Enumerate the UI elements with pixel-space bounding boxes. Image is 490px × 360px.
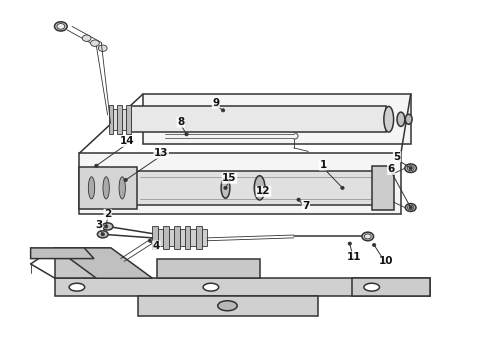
Ellipse shape	[221, 177, 230, 198]
Text: 4: 4	[153, 241, 160, 251]
Ellipse shape	[88, 177, 95, 199]
Polygon shape	[174, 226, 180, 249]
Text: 5: 5	[393, 152, 401, 162]
Polygon shape	[196, 226, 202, 249]
Ellipse shape	[372, 243, 376, 247]
Ellipse shape	[203, 283, 219, 291]
Polygon shape	[157, 258, 260, 278]
Ellipse shape	[364, 283, 379, 291]
Ellipse shape	[362, 232, 374, 241]
Text: 12: 12	[256, 186, 271, 197]
Ellipse shape	[101, 233, 104, 236]
Text: 6: 6	[388, 164, 395, 174]
Text: 9: 9	[212, 98, 220, 108]
Ellipse shape	[102, 223, 113, 230]
Ellipse shape	[57, 23, 65, 29]
Ellipse shape	[103, 177, 109, 199]
Polygon shape	[372, 166, 393, 210]
Ellipse shape	[148, 239, 152, 242]
Ellipse shape	[69, 283, 85, 291]
Ellipse shape	[82, 35, 91, 41]
Ellipse shape	[409, 206, 413, 209]
Polygon shape	[126, 105, 130, 134]
Polygon shape	[135, 171, 379, 205]
Polygon shape	[30, 248, 94, 258]
Ellipse shape	[348, 242, 351, 245]
Polygon shape	[79, 167, 137, 208]
Ellipse shape	[405, 114, 412, 124]
Polygon shape	[352, 278, 430, 296]
Ellipse shape	[98, 45, 107, 51]
Text: 11: 11	[346, 252, 361, 262]
Ellipse shape	[104, 225, 108, 228]
Text: 15: 15	[222, 173, 237, 183]
Text: 1: 1	[319, 160, 326, 170]
Polygon shape	[163, 226, 169, 249]
Ellipse shape	[91, 40, 99, 46]
Polygon shape	[117, 105, 122, 134]
Polygon shape	[169, 229, 174, 247]
Ellipse shape	[405, 164, 416, 172]
Ellipse shape	[95, 164, 98, 167]
Polygon shape	[158, 229, 163, 247]
Polygon shape	[143, 94, 411, 144]
Text: 14: 14	[120, 136, 134, 147]
Ellipse shape	[254, 176, 265, 200]
Polygon shape	[114, 109, 117, 130]
Polygon shape	[122, 109, 126, 130]
Ellipse shape	[124, 179, 127, 181]
Polygon shape	[130, 107, 386, 132]
Text: 8: 8	[177, 117, 184, 127]
Ellipse shape	[185, 133, 188, 136]
Polygon shape	[202, 229, 207, 247]
Polygon shape	[152, 226, 158, 249]
Ellipse shape	[384, 107, 393, 132]
Ellipse shape	[297, 198, 300, 201]
Ellipse shape	[258, 186, 261, 189]
Ellipse shape	[54, 22, 67, 31]
Ellipse shape	[221, 109, 225, 112]
Ellipse shape	[119, 177, 125, 199]
Polygon shape	[180, 229, 185, 247]
Polygon shape	[138, 296, 318, 316]
Ellipse shape	[365, 234, 371, 239]
Text: 13: 13	[154, 148, 169, 158]
Ellipse shape	[408, 205, 414, 210]
Ellipse shape	[407, 166, 414, 171]
Ellipse shape	[218, 301, 237, 311]
Ellipse shape	[409, 167, 413, 170]
Text: 2: 2	[104, 209, 111, 219]
Ellipse shape	[224, 186, 227, 189]
Polygon shape	[55, 278, 430, 296]
Text: 10: 10	[379, 256, 393, 266]
Ellipse shape	[98, 231, 108, 238]
Polygon shape	[191, 229, 196, 247]
Polygon shape	[55, 248, 152, 278]
Polygon shape	[79, 153, 401, 214]
Polygon shape	[185, 226, 191, 249]
Polygon shape	[55, 248, 109, 278]
Text: 7: 7	[302, 201, 310, 211]
Ellipse shape	[397, 112, 405, 126]
Text: 3: 3	[95, 220, 102, 230]
Ellipse shape	[341, 186, 344, 189]
Polygon shape	[109, 105, 114, 134]
Ellipse shape	[405, 203, 416, 211]
